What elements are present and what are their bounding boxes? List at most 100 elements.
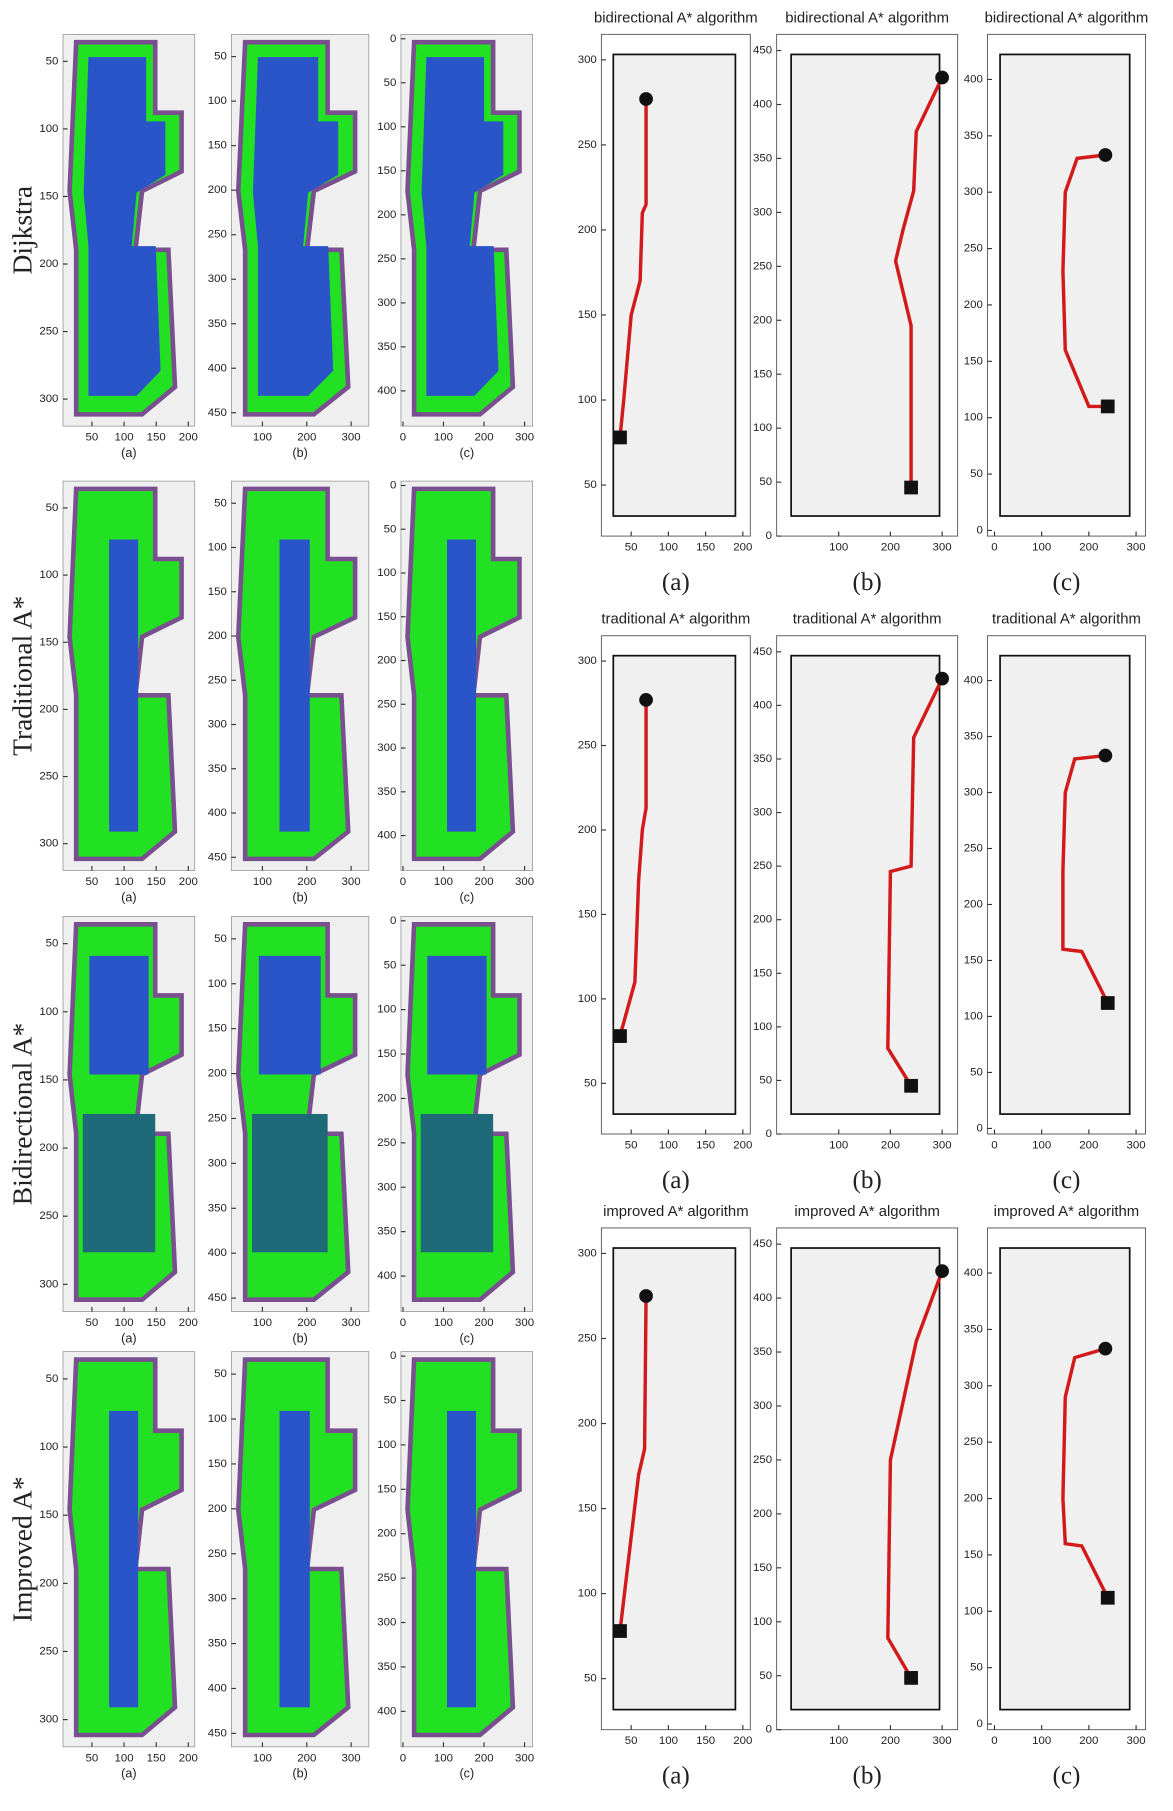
y-tick-label: 0 — [766, 1128, 772, 1140]
x-tick-label: 100 — [1032, 542, 1051, 554]
x-tick-label: 0 — [400, 432, 406, 444]
y-tick-label: 100 — [578, 993, 597, 1005]
y-tick-label: 250 — [964, 1436, 983, 1448]
y-tick-label: 250 — [377, 1137, 396, 1149]
y-tick-label: 50 — [384, 523, 397, 535]
y-tick-label: 100 — [39, 1441, 58, 1453]
caption: (c) — [1052, 569, 1080, 596]
goal-marker — [613, 431, 627, 445]
y-tick-label: 200 — [753, 1508, 772, 1520]
x-tick-label: 0 — [991, 1140, 997, 1152]
caption: (a) — [662, 569, 690, 596]
x-tick-label: 0 — [400, 876, 406, 888]
y-tick-label: 50 — [584, 1077, 597, 1089]
visited-area — [109, 1411, 138, 1707]
y-tick-label: 400 — [377, 1705, 396, 1717]
start-marker — [1099, 1342, 1113, 1356]
y-tick-label: 350 — [753, 1346, 772, 1358]
y-tick-label: 200 — [208, 1503, 227, 1515]
y-tick-label: 350 — [377, 786, 396, 798]
y-tick-label: 100 — [208, 1413, 227, 1425]
free-space — [613, 1248, 735, 1710]
y-tick-label: 150 — [377, 1483, 396, 1495]
y-tick-label: 50 — [384, 77, 397, 89]
caption: (a) — [121, 1767, 136, 1781]
x-tick-label: 200 — [297, 1317, 316, 1329]
x-tick-label: 150 — [696, 542, 715, 554]
y-tick-label: 300 — [377, 742, 396, 754]
y-tick-label: 250 — [964, 843, 983, 855]
y-tick-label: 200 — [377, 1092, 396, 1104]
x-tick-label: 200 — [881, 1735, 900, 1747]
start-marker — [639, 1289, 653, 1303]
y-tick-label: 300 — [964, 186, 983, 198]
free-space — [613, 656, 735, 1114]
y-tick-label: 50 — [46, 55, 59, 67]
y-tick-label: 450 — [208, 1292, 227, 1304]
x-tick-label: 200 — [179, 432, 198, 444]
x-tick-label: 300 — [1127, 1735, 1146, 1747]
plot-title: improved A* algorithm — [794, 1204, 940, 1220]
y-tick-label: 100 — [578, 1588, 597, 1600]
plot-title: traditional A* algorithm — [601, 612, 750, 628]
y-tick-label: 400 — [377, 830, 396, 842]
caption: (b) — [292, 1767, 307, 1781]
x-tick-label: 50 — [625, 1735, 638, 1747]
y-tick-label: 200 — [964, 299, 983, 311]
y-tick-label: 400 — [208, 1247, 227, 1259]
free-space — [791, 1248, 939, 1710]
x-tick-label: 200 — [179, 1317, 198, 1329]
y-tick-label: 100 — [964, 412, 983, 424]
y-tick-label: 150 — [964, 1549, 983, 1561]
x-tick-label: 200 — [733, 542, 752, 554]
y-tick-label: 250 — [964, 243, 983, 255]
y-tick-label: 250 — [377, 1572, 396, 1584]
goal-marker — [904, 1671, 918, 1685]
y-tick-label: 350 — [964, 130, 983, 142]
y-tick-label: 100 — [964, 1605, 983, 1617]
x-tick-label: 300 — [342, 1752, 361, 1764]
x-tick-label: 200 — [474, 1317, 493, 1329]
caption: (b) — [292, 890, 307, 904]
y-tick-label: 300 — [578, 54, 597, 66]
row-label: Dijkstra — [8, 186, 38, 275]
x-tick-label: 300 — [515, 1317, 534, 1329]
x-tick-label: 200 — [179, 1752, 198, 1764]
y-tick-label: 350 — [753, 152, 772, 164]
goal-marker — [613, 1029, 627, 1043]
visited-area — [280, 1411, 310, 1707]
y-tick-label: 300 — [964, 787, 983, 799]
y-tick-label: 350 — [377, 1661, 396, 1673]
x-tick-label: 200 — [881, 1140, 900, 1152]
plot-title: bidirectional A* algorithm — [594, 10, 758, 26]
plot-title: bidirectional A* algorithm — [985, 10, 1149, 26]
visited-area — [89, 956, 148, 1075]
y-tick-label: 250 — [39, 1210, 58, 1222]
y-tick-label: 300 — [39, 838, 58, 850]
y-tick-label: 150 — [377, 611, 396, 623]
y-tick-label: 200 — [964, 1493, 983, 1505]
y-tick-label: 150 — [39, 191, 58, 203]
x-tick-label: 100 — [659, 1140, 678, 1152]
visited-area — [259, 956, 321, 1075]
x-tick-label: 100 — [253, 1317, 272, 1329]
y-tick-label: 100 — [753, 1021, 772, 1033]
y-tick-label: 300 — [377, 1181, 396, 1193]
y-tick-label: 100 — [377, 1004, 396, 1016]
plot-title: traditional A* algorithm — [992, 612, 1141, 628]
x-tick-label: 150 — [147, 432, 166, 444]
x-tick-label: 200 — [1079, 1735, 1098, 1747]
start-marker — [639, 92, 653, 106]
y-tick-label: 50 — [759, 476, 772, 488]
y-tick-label: 200 — [578, 224, 597, 236]
y-tick-label: 200 — [578, 1418, 597, 1430]
x-tick-label: 200 — [474, 1752, 493, 1764]
y-tick-label: 300 — [753, 206, 772, 218]
y-tick-label: 100 — [377, 567, 396, 579]
y-tick-label: 400 — [753, 1292, 772, 1304]
x-tick-label: 200 — [297, 1752, 316, 1764]
visited-area — [83, 1114, 155, 1252]
y-tick-label: 250 — [753, 1454, 772, 1466]
caption: (a) — [662, 1167, 690, 1194]
y-tick-label: 300 — [578, 1247, 597, 1259]
